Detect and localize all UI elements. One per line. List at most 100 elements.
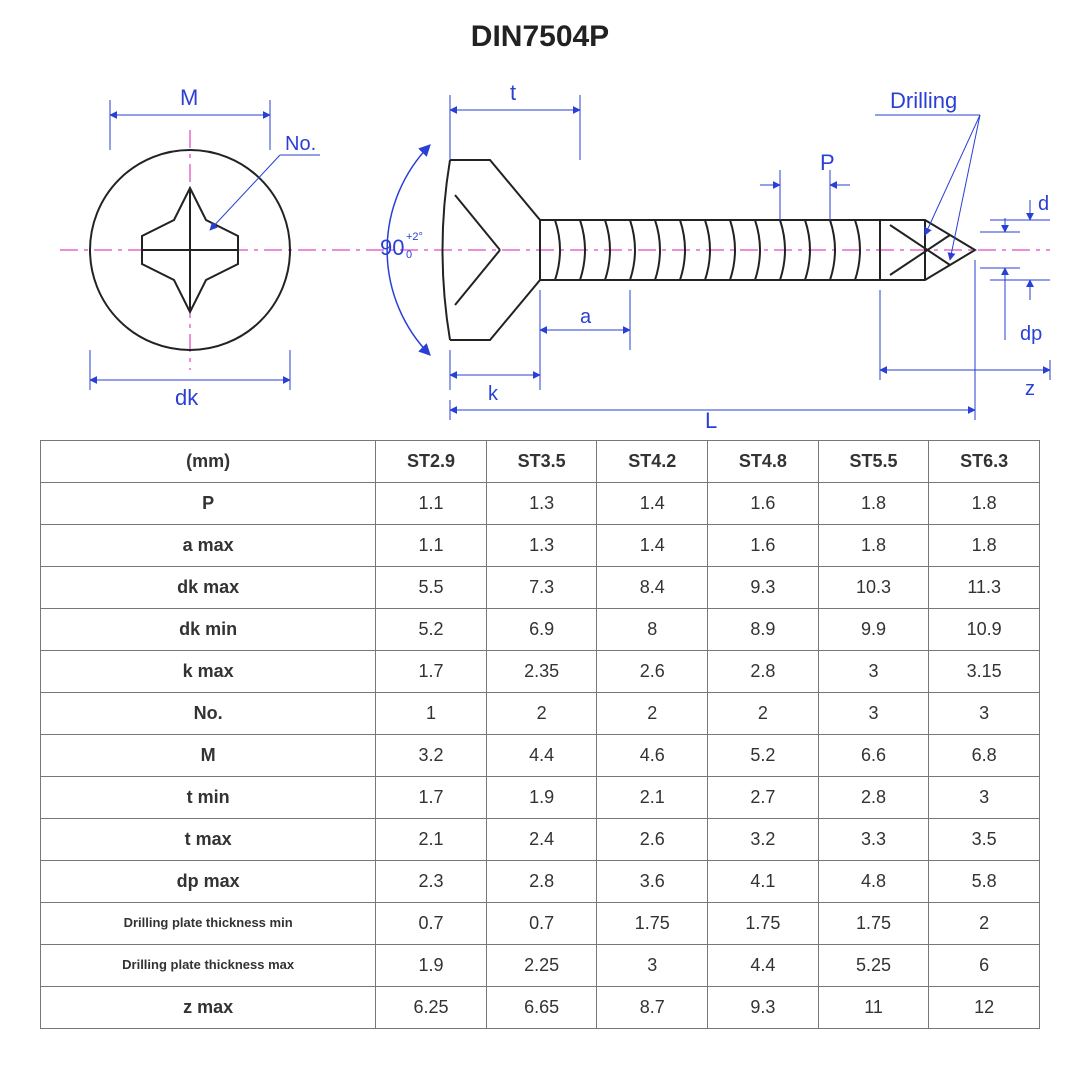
cell: 3.5 <box>929 819 1040 861</box>
cell: 1.1 <box>376 483 487 525</box>
cell: 1.6 <box>708 483 819 525</box>
col-header: ST2.9 <box>376 441 487 483</box>
table-row: z max6.256.658.79.31112 <box>41 987 1040 1029</box>
cell: 2.8 <box>708 651 819 693</box>
cell: 5.2 <box>376 609 487 651</box>
cell: 6 <box>929 945 1040 987</box>
col-header: ST3.5 <box>486 441 597 483</box>
cell: 3.3 <box>818 819 929 861</box>
cell: 3.6 <box>597 861 708 903</box>
cell: 1.3 <box>486 483 597 525</box>
cell: 2.8 <box>486 861 597 903</box>
cell: 2.7 <box>708 777 819 819</box>
cell: 3 <box>818 693 929 735</box>
row-label: Drilling plate thickness min <box>41 903 376 945</box>
col-header: ST4.8 <box>708 441 819 483</box>
cell: 2.25 <box>486 945 597 987</box>
cell: 8.4 <box>597 567 708 609</box>
cell: 1.75 <box>597 903 708 945</box>
cell: 3.2 <box>376 735 487 777</box>
cell: 2 <box>486 693 597 735</box>
cell: 3 <box>597 945 708 987</box>
label-Drilling: Drilling <box>890 88 957 113</box>
row-label: P <box>41 483 376 525</box>
svg-text:0: 0 <box>406 249 412 261</box>
cell: 6.65 <box>486 987 597 1029</box>
cell: 2.1 <box>597 777 708 819</box>
cell: 1.75 <box>708 903 819 945</box>
cell: 2 <box>597 693 708 735</box>
cell: 1.4 <box>597 525 708 567</box>
cell: 3.2 <box>708 819 819 861</box>
cell: 6.6 <box>818 735 929 777</box>
row-label: Drilling plate thickness max <box>41 945 376 987</box>
spec-table-container: (mm) ST2.9 ST3.5 ST4.2 ST4.8 ST5.5 ST6.3… <box>40 440 1040 1029</box>
label-No: No. <box>285 133 316 155</box>
table-row: Drilling plate thickness max1.92.2534.45… <box>41 945 1040 987</box>
table-header-row: (mm) ST2.9 ST3.5 ST4.2 ST4.8 ST5.5 ST6.3 <box>41 441 1040 483</box>
cell: 1.8 <box>818 525 929 567</box>
row-label: k max <box>41 651 376 693</box>
cell: 1.4 <box>597 483 708 525</box>
cell: 9.3 <box>708 987 819 1029</box>
svg-text:+2°: +2° <box>406 231 423 243</box>
cell: 1.7 <box>376 777 487 819</box>
cell: 5.25 <box>818 945 929 987</box>
cell: 6.8 <box>929 735 1040 777</box>
cell: 1.8 <box>929 525 1040 567</box>
cell: 1.8 <box>929 483 1040 525</box>
cell: 9.9 <box>818 609 929 651</box>
col-header: ST4.2 <box>597 441 708 483</box>
cell: 4.8 <box>818 861 929 903</box>
cell: 2.35 <box>486 651 597 693</box>
table-row: t max2.12.42.63.23.33.5 <box>41 819 1040 861</box>
cell: 0.7 <box>486 903 597 945</box>
table-row: P1.11.31.41.61.81.8 <box>41 483 1040 525</box>
cell: 8.7 <box>597 987 708 1029</box>
cell: 1.9 <box>376 945 487 987</box>
cell: 1.7 <box>376 651 487 693</box>
table-row: dk max5.57.38.49.310.311.3 <box>41 567 1040 609</box>
label-angle: 90 <box>380 235 404 260</box>
table-row: dk min5.26.988.99.910.9 <box>41 609 1040 651</box>
label-L: L <box>705 408 717 430</box>
cell: 1.75 <box>818 903 929 945</box>
col-header: ST6.3 <box>929 441 1040 483</box>
screw-diagram: M No. dk <box>20 60 1060 430</box>
cell: 2.1 <box>376 819 487 861</box>
table-row: dp max2.32.83.64.14.85.8 <box>41 861 1040 903</box>
cell: 6.9 <box>486 609 597 651</box>
label-dk: dk <box>175 385 199 410</box>
cell: 7.3 <box>486 567 597 609</box>
cell: 8.9 <box>708 609 819 651</box>
table-row: a max1.11.31.41.61.81.8 <box>41 525 1040 567</box>
row-label: z max <box>41 987 376 1029</box>
cell: 1.3 <box>486 525 597 567</box>
table-row: No.122233 <box>41 693 1040 735</box>
cell: 1.6 <box>708 525 819 567</box>
table-row: M3.24.44.65.26.66.8 <box>41 735 1040 777</box>
table-row: Drilling plate thickness min0.70.71.751.… <box>41 903 1040 945</box>
cell: 6.25 <box>376 987 487 1029</box>
label-a: a <box>580 306 592 328</box>
cell: 3 <box>818 651 929 693</box>
cell: 2.3 <box>376 861 487 903</box>
cell: 1.1 <box>376 525 487 567</box>
row-label: dp max <box>41 861 376 903</box>
cell: 9.3 <box>708 567 819 609</box>
cell: 4.4 <box>486 735 597 777</box>
cell: 4.1 <box>708 861 819 903</box>
cell: 2.4 <box>486 819 597 861</box>
row-label: dk min <box>41 609 376 651</box>
cell: 1.8 <box>818 483 929 525</box>
unit-header: (mm) <box>41 441 376 483</box>
cell: 11.3 <box>929 567 1040 609</box>
row-label: a max <box>41 525 376 567</box>
page-title: DIN7504P <box>0 20 1080 54</box>
cell: 8 <box>597 609 708 651</box>
spec-table: (mm) ST2.9 ST3.5 ST4.2 ST4.8 ST5.5 ST6.3… <box>40 440 1040 1029</box>
cell: 0.7 <box>376 903 487 945</box>
cell: 3.15 <box>929 651 1040 693</box>
cell: 11 <box>818 987 929 1029</box>
cell: 1 <box>376 693 487 735</box>
